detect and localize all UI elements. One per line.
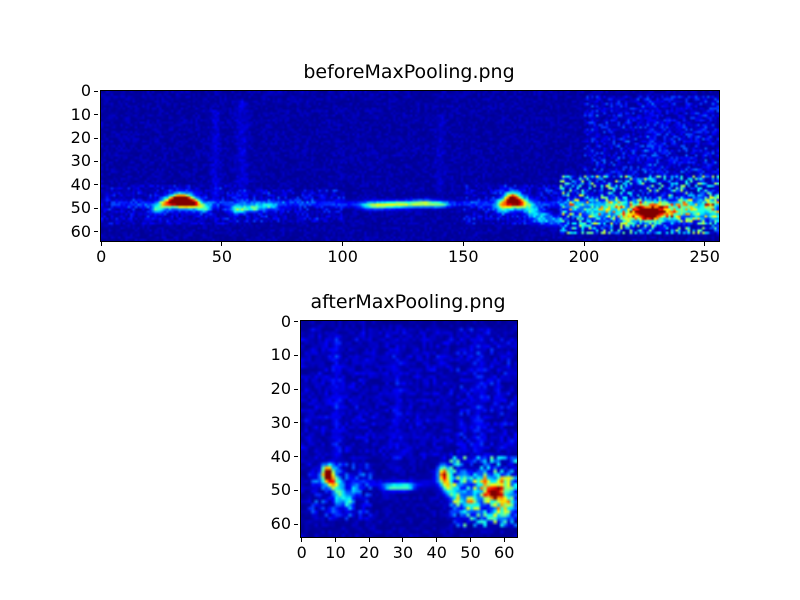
x-tick-label: 40: [426, 543, 447, 562]
x-tick-mark: [221, 242, 223, 246]
x-tick-label: 0: [96, 247, 107, 266]
x-tick-mark: [704, 242, 706, 246]
y-tick-mark: [294, 422, 298, 424]
y-tick-label: 20: [70, 128, 91, 148]
y-tick-mark: [294, 489, 298, 491]
y-tick-label: 0: [280, 311, 291, 331]
y-tick-mark: [94, 90, 98, 92]
x-tick-mark: [402, 538, 404, 542]
x-tick-mark: [462, 242, 464, 246]
y-tick-label: 60: [70, 221, 91, 241]
y-tick-label: 10: [270, 345, 291, 365]
axes-before: [100, 90, 720, 242]
y-tick-mark: [94, 184, 98, 186]
x-tick-mark: [334, 538, 336, 542]
y-tick-mark: [94, 207, 98, 209]
y-tick-label: 10: [70, 104, 91, 124]
x-tick-label: 0: [296, 543, 307, 562]
x-tick-label: 60: [494, 543, 515, 562]
y-tick-mark: [294, 523, 298, 525]
x-tick-label: 50: [460, 543, 481, 562]
x-tick-mark: [100, 242, 102, 246]
y-tick-label: 50: [270, 480, 291, 500]
y-tick-mark: [94, 160, 98, 162]
y-tick-mark: [94, 231, 98, 233]
x-tick-mark: [301, 538, 303, 542]
y-tick-label: 0: [80, 81, 91, 101]
y-tick-mark: [94, 137, 98, 139]
y-tick-label: 40: [270, 446, 291, 466]
heatmap-after: [301, 321, 517, 537]
x-tick-mark: [436, 538, 438, 542]
y-tick-label: 30: [270, 412, 291, 432]
y-tick-label: 20: [270, 379, 291, 399]
x-tick-mark: [469, 538, 471, 542]
y-tick-label: 60: [270, 514, 291, 534]
x-tick-label: 250: [689, 247, 720, 266]
x-tick-mark: [503, 538, 505, 542]
heatmap-before: [101, 91, 719, 241]
x-tick-mark: [342, 242, 344, 246]
x-tick-mark: [583, 242, 585, 246]
y-tick-label: 50: [70, 198, 91, 218]
x-tick-label: 30: [392, 543, 414, 562]
x-tick-label: 150: [448, 247, 479, 266]
y-tick-mark: [294, 354, 298, 356]
x-tick-label: 10: [325, 543, 346, 562]
y-tick-mark: [294, 456, 298, 458]
chart-title-after: afterMaxPooling.png: [310, 291, 506, 313]
x-tick-label: 100: [327, 247, 358, 266]
y-tick-mark: [94, 114, 98, 116]
chart-title-before: beforeMaxPooling.png: [303, 61, 515, 83]
x-tick-label: 50: [211, 247, 233, 266]
y-tick-mark: [294, 388, 298, 390]
axes-after: [300, 320, 518, 538]
y-tick-mark: [294, 321, 298, 323]
x-tick-mark: [368, 538, 370, 542]
y-tick-label: 40: [70, 174, 91, 194]
x-tick-label: 20: [359, 543, 380, 562]
y-tick-label: 30: [70, 151, 91, 171]
x-tick-label: 200: [568, 247, 600, 266]
